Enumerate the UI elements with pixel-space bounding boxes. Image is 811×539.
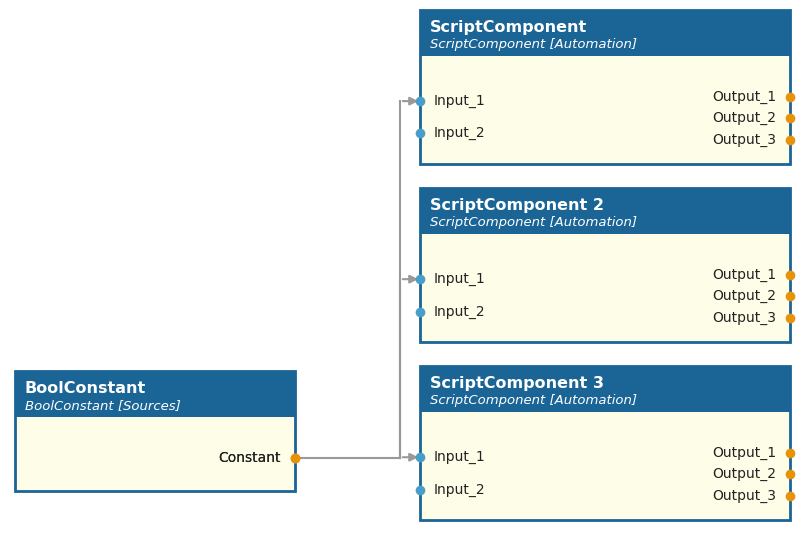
Bar: [419, 188, 789, 342]
Text: Output_1: Output_1: [711, 446, 775, 460]
Text: Input_1: Input_1: [433, 272, 485, 286]
Text: Input_1: Input_1: [433, 450, 485, 464]
Text: Output_3: Output_3: [711, 133, 775, 147]
Bar: [15, 417, 294, 491]
Text: Constant: Constant: [218, 451, 281, 465]
Bar: [419, 10, 789, 56]
Text: Output_3: Output_3: [711, 311, 775, 325]
Text: ScriptComponent [Automation]: ScriptComponent [Automation]: [430, 38, 636, 51]
Text: Output_2: Output_2: [711, 467, 775, 481]
Bar: [419, 366, 789, 412]
Text: Output_3: Output_3: [711, 489, 775, 503]
Text: Input_2: Input_2: [433, 482, 485, 496]
Text: Output_2: Output_2: [711, 289, 775, 303]
Text: Output_1: Output_1: [711, 268, 775, 282]
Bar: [419, 412, 789, 520]
Text: Input_2: Input_2: [433, 127, 485, 141]
Text: ScriptComponent: ScriptComponent: [430, 20, 586, 34]
Text: ScriptComponent [Automation]: ScriptComponent [Automation]: [430, 394, 636, 407]
Bar: [419, 234, 789, 342]
Text: ScriptComponent [Automation]: ScriptComponent [Automation]: [430, 216, 636, 229]
Text: Constant: Constant: [218, 451, 281, 465]
Text: ScriptComponent 2: ScriptComponent 2: [430, 198, 603, 213]
Bar: [419, 10, 789, 164]
Bar: [15, 371, 294, 417]
Text: BoolConstant: BoolConstant: [25, 381, 146, 396]
Bar: [419, 366, 789, 520]
Text: BoolConstant [Sources]: BoolConstant [Sources]: [25, 399, 181, 412]
Bar: [419, 188, 789, 234]
Text: Output_1: Output_1: [711, 90, 775, 104]
Text: Input_1: Input_1: [433, 94, 485, 108]
Bar: [419, 56, 789, 164]
Bar: [15, 371, 294, 491]
Text: Output_2: Output_2: [711, 112, 775, 126]
Text: Input_2: Input_2: [433, 305, 485, 319]
Text: ScriptComponent 3: ScriptComponent 3: [430, 376, 603, 391]
